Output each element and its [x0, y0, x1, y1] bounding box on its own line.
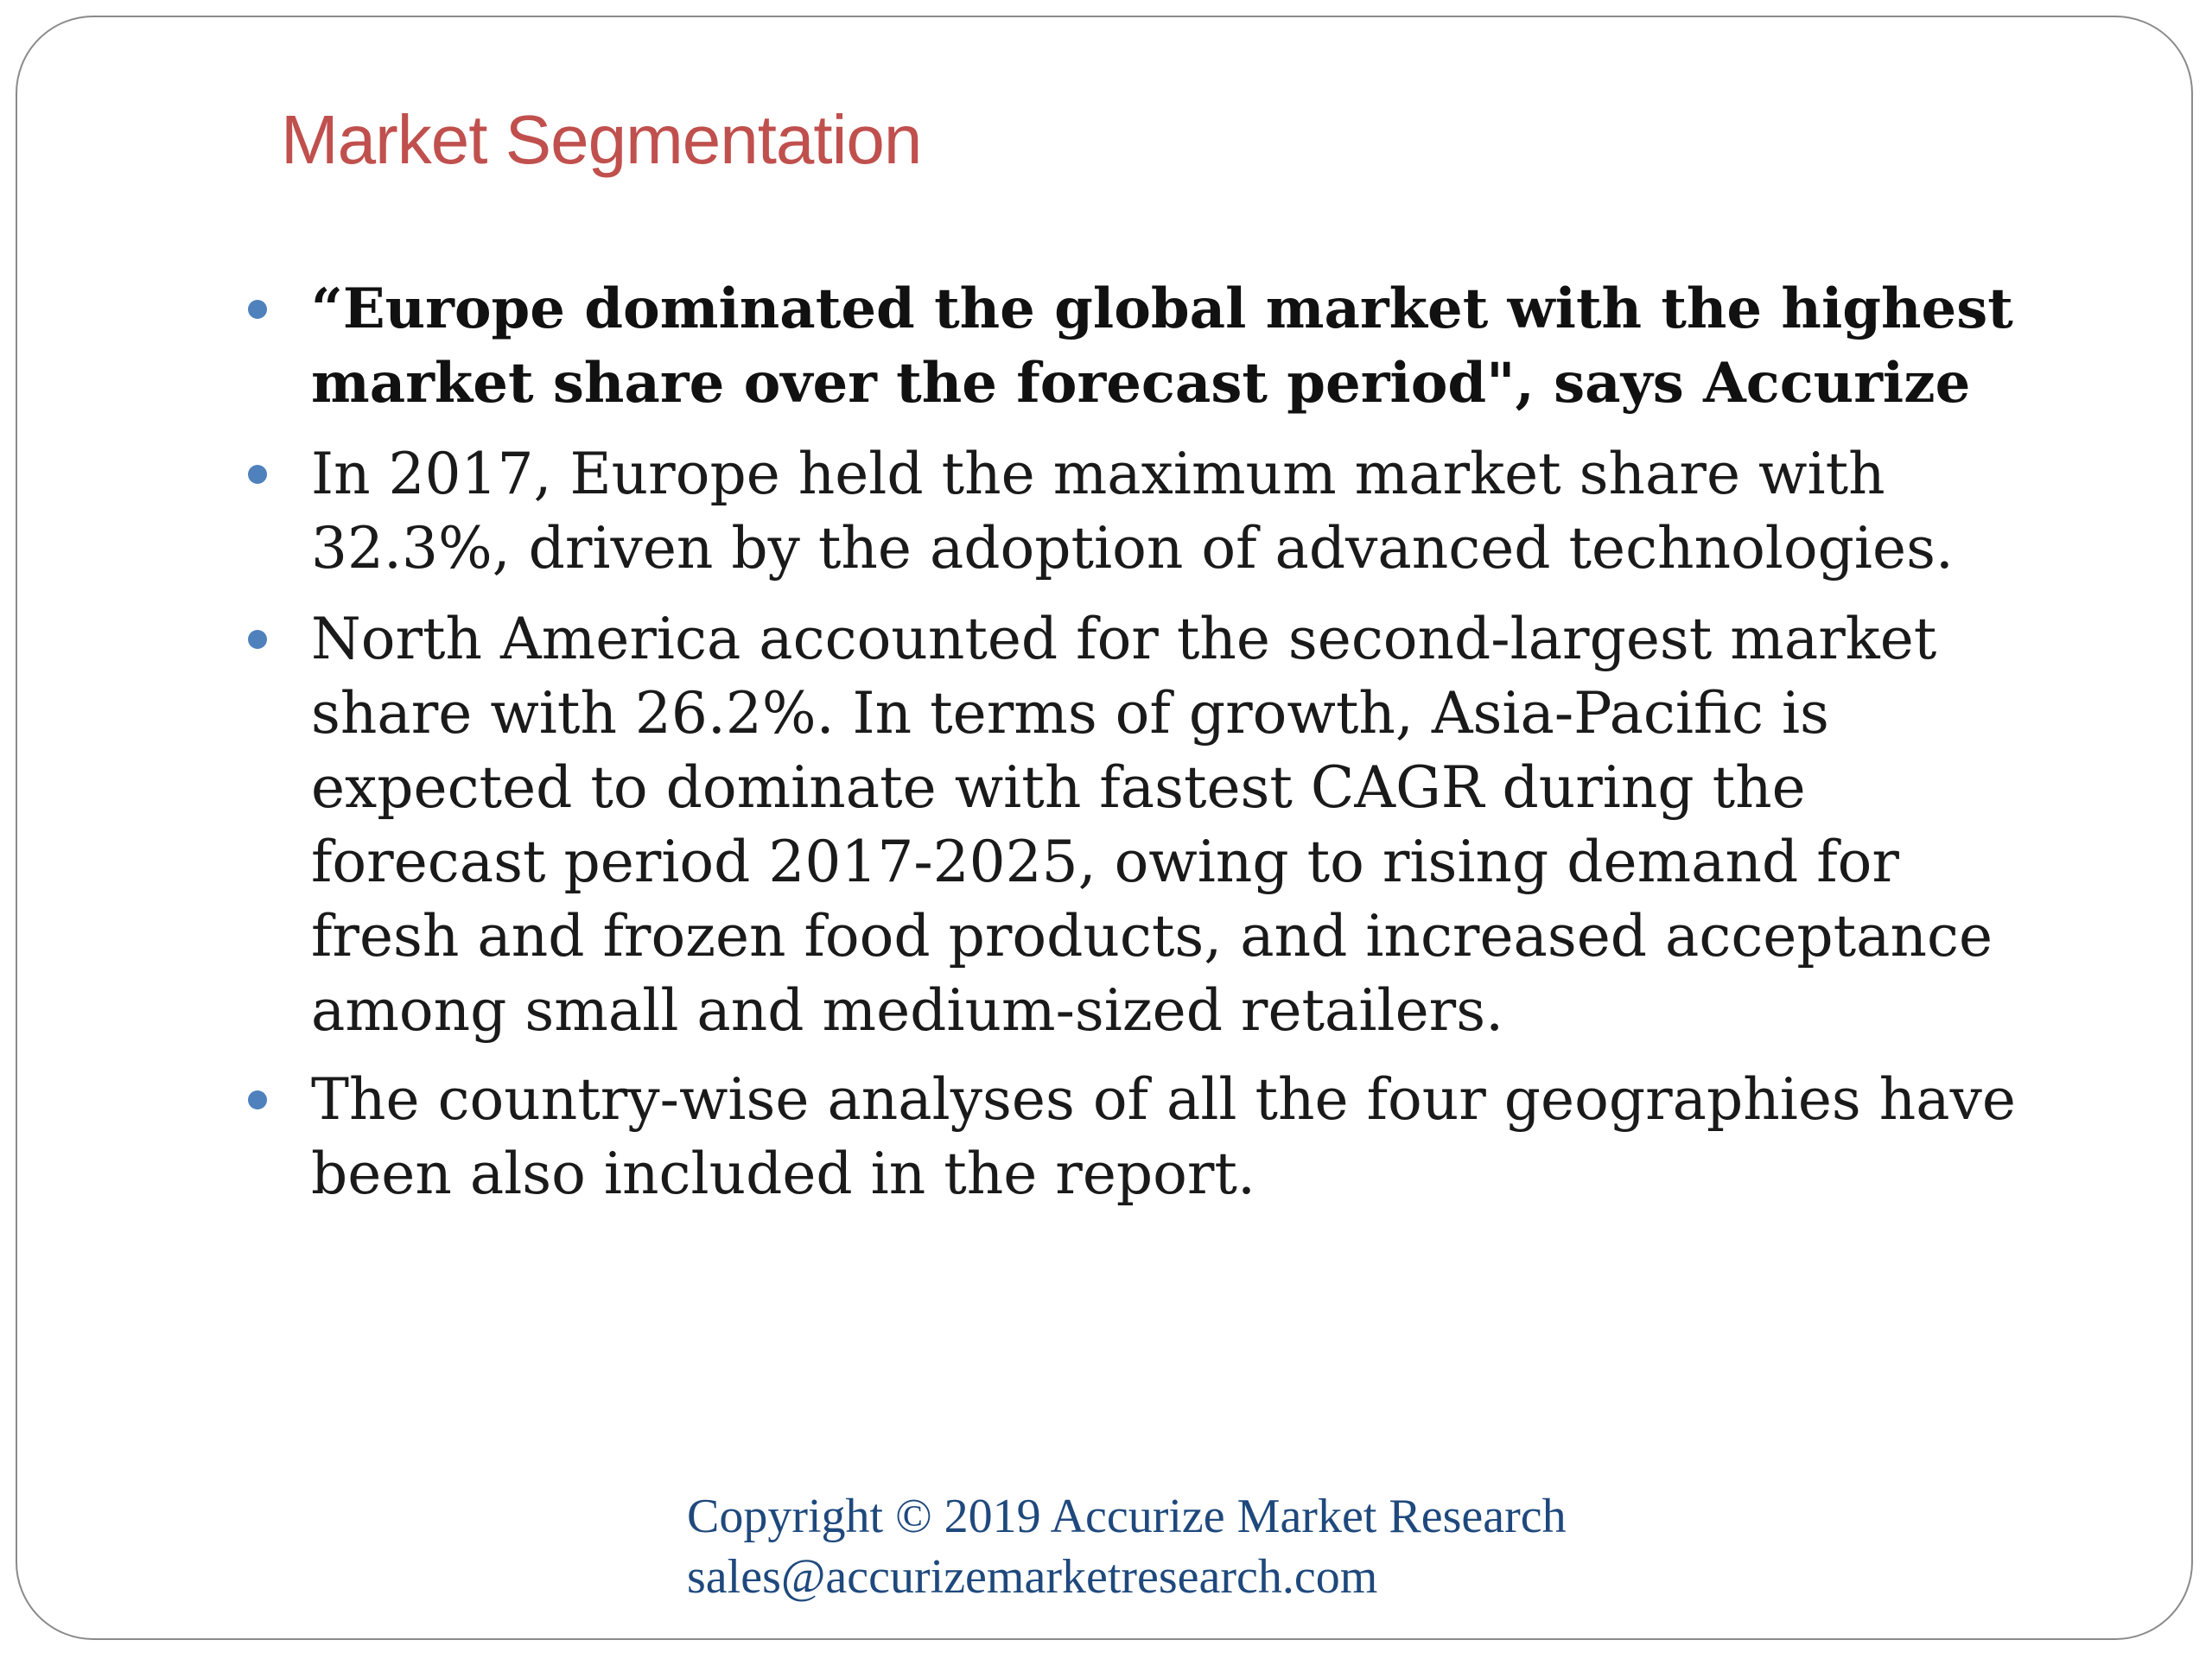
bullet-item-north-america: North America accounted for the second-l… — [0, 602, 2108, 1044]
bullet-item-europe-share: In 2017, Europe held the maximum market … — [0, 437, 2108, 610]
bullet-text: The country-wise analyses of all the fou… — [311, 1066, 2016, 1207]
bullet-item-country-analyses: The country-wise analyses of all the fou… — [0, 1063, 2108, 1236]
footer-email: sales@accurizemarketresearch.com — [687, 1550, 1378, 1604]
slide-frame — [16, 16, 2193, 1640]
bullet-text: “Europe dominated the global market with… — [311, 276, 2013, 416]
slide-title: Market Segmentation — [281, 101, 922, 178]
bullet-dot-icon — [248, 300, 267, 319]
footer-copyright: Copyright © 2019 Accurize Market Researc… — [687, 1490, 1567, 1543]
bullet-text: In 2017, Europe held the maximum market … — [311, 441, 1954, 582]
footer: Copyright © 2019 Accurize Market Researc… — [687, 1486, 1567, 1607]
bullet-dot-icon — [248, 1090, 267, 1109]
bullet-dot-icon — [248, 630, 267, 649]
bullet-item-europe-quote: “Europe dominated the global market with… — [0, 272, 2108, 445]
bullet-dot-icon — [248, 465, 267, 484]
bullet-text: North America accounted for the second-l… — [311, 606, 1993, 1044]
